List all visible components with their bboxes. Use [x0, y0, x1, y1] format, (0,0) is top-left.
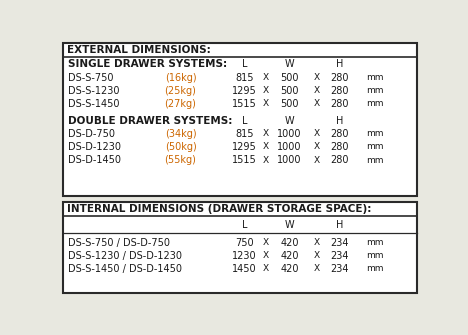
Text: 234: 234: [330, 264, 349, 274]
Text: X: X: [263, 73, 269, 82]
Text: DS-D-1450: DS-D-1450: [68, 155, 121, 165]
Text: X: X: [263, 155, 269, 164]
Text: 280: 280: [330, 99, 349, 109]
Text: 500: 500: [280, 86, 299, 95]
Text: X: X: [263, 251, 269, 260]
Text: DS-D-750: DS-D-750: [68, 129, 115, 139]
Text: X: X: [263, 86, 269, 95]
Text: X: X: [314, 73, 320, 82]
Text: X: X: [263, 238, 269, 247]
Text: mm: mm: [366, 86, 384, 95]
Text: 500: 500: [280, 99, 299, 109]
Text: X: X: [263, 99, 269, 108]
Text: L: L: [242, 59, 247, 69]
Text: 280: 280: [330, 129, 349, 139]
Text: mm: mm: [366, 142, 384, 151]
Text: (25kg): (25kg): [165, 86, 197, 95]
Text: 1000: 1000: [277, 155, 302, 165]
Text: SINGLE DRAWER SYSTEMS:: SINGLE DRAWER SYSTEMS:: [68, 59, 227, 69]
Text: X: X: [263, 142, 269, 151]
Text: 1000: 1000: [277, 129, 302, 139]
Text: H: H: [336, 59, 344, 69]
Text: X: X: [263, 129, 269, 138]
Text: DS-S-1230: DS-S-1230: [68, 86, 119, 95]
Text: 1515: 1515: [232, 155, 257, 165]
Text: 1230: 1230: [232, 251, 257, 261]
Text: L: L: [242, 220, 247, 230]
Text: (50kg): (50kg): [165, 142, 197, 152]
Text: DOUBLE DRAWER SYSTEMS:: DOUBLE DRAWER SYSTEMS:: [68, 116, 232, 126]
Text: 1450: 1450: [232, 264, 257, 274]
Text: mm: mm: [366, 99, 384, 108]
Text: W: W: [285, 59, 294, 69]
Text: mm: mm: [366, 155, 384, 164]
Text: 815: 815: [235, 73, 254, 82]
Text: (16kg): (16kg): [165, 73, 197, 82]
Text: (34kg): (34kg): [165, 129, 197, 139]
Text: 280: 280: [330, 73, 349, 82]
Text: 815: 815: [235, 129, 254, 139]
Text: 420: 420: [280, 264, 299, 274]
Text: 1515: 1515: [232, 99, 257, 109]
Text: DS-S-750: DS-S-750: [68, 73, 113, 82]
Text: 1000: 1000: [277, 142, 302, 152]
Text: X: X: [314, 142, 320, 151]
Text: DS-S-1450 / DS-D-1450: DS-S-1450 / DS-D-1450: [68, 264, 182, 274]
Text: 1295: 1295: [232, 86, 257, 95]
Text: X: X: [314, 238, 320, 247]
Text: 234: 234: [330, 251, 349, 261]
Text: X: X: [314, 155, 320, 164]
Bar: [63, 43, 417, 196]
Text: H: H: [336, 220, 344, 230]
Text: W: W: [285, 220, 294, 230]
Text: 1295: 1295: [232, 142, 257, 152]
Text: 280: 280: [330, 142, 349, 152]
Text: X: X: [314, 86, 320, 95]
Text: 234: 234: [330, 238, 349, 248]
Text: INTERNAL DIMENSIONS (DRAWER STORAGE SPACE):: INTERNAL DIMENSIONS (DRAWER STORAGE SPAC…: [67, 204, 372, 214]
Text: 420: 420: [280, 251, 299, 261]
Text: mm: mm: [366, 129, 384, 138]
Text: X: X: [314, 264, 320, 273]
Text: mm: mm: [366, 73, 384, 82]
Text: X: X: [314, 99, 320, 108]
Text: (27kg): (27kg): [165, 99, 197, 109]
Text: DS-S-1450: DS-S-1450: [68, 99, 119, 109]
Text: DS-S-1230 / DS-D-1230: DS-S-1230 / DS-D-1230: [68, 251, 182, 261]
Text: mm: mm: [366, 251, 384, 260]
Text: DS-S-750 / DS-D-750: DS-S-750 / DS-D-750: [68, 238, 170, 248]
Text: 420: 420: [280, 238, 299, 248]
Text: EXTERNAL DIMENSIONS:: EXTERNAL DIMENSIONS:: [67, 45, 211, 55]
Text: mm: mm: [366, 264, 384, 273]
Text: X: X: [314, 129, 320, 138]
Text: L: L: [242, 116, 247, 126]
Text: 750: 750: [235, 238, 254, 248]
Bar: [63, 202, 417, 293]
Text: DS-D-1230: DS-D-1230: [68, 142, 121, 152]
Text: 280: 280: [330, 155, 349, 165]
Text: 500: 500: [280, 73, 299, 82]
Text: X: X: [263, 264, 269, 273]
Text: H: H: [336, 116, 344, 126]
Text: (55kg): (55kg): [165, 155, 197, 165]
Text: W: W: [285, 116, 294, 126]
Text: 280: 280: [330, 86, 349, 95]
Text: X: X: [314, 251, 320, 260]
Text: mm: mm: [366, 238, 384, 247]
